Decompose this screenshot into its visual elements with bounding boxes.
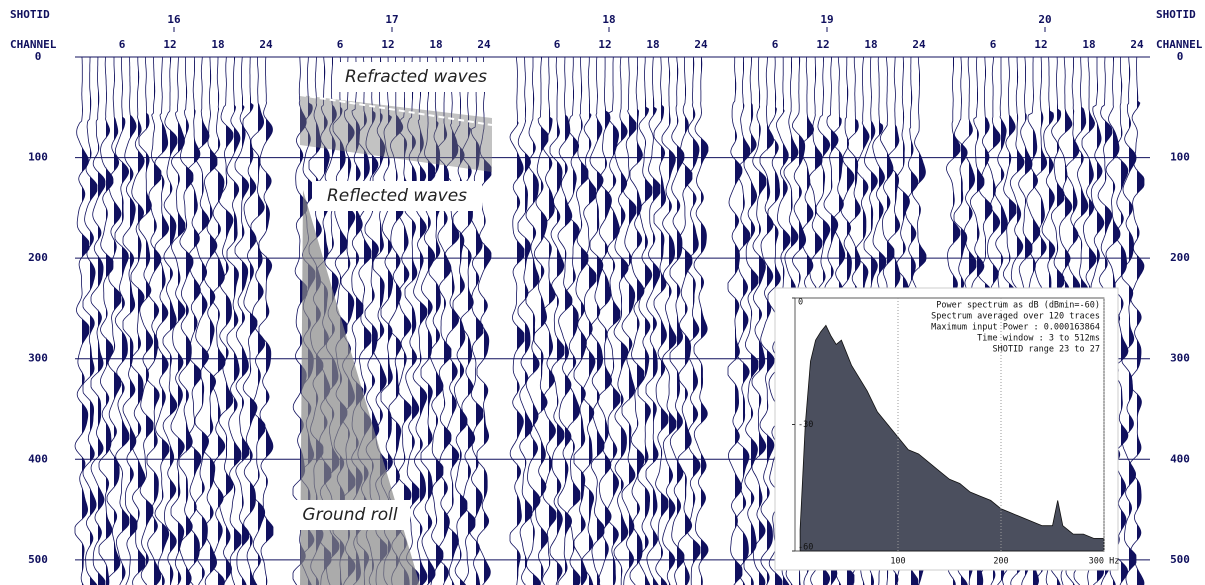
y-tick-label: 100	[1170, 151, 1190, 164]
x-tick-label: 300 Hz	[1089, 557, 1120, 567]
annotation: Refracted waves	[345, 67, 487, 87]
channel-label: 6	[119, 38, 126, 51]
shot-label: 18	[602, 13, 615, 26]
y-tick-label: 500	[28, 553, 48, 566]
y-tick-label: 200	[1170, 251, 1190, 264]
channel-label: 18	[1082, 38, 1095, 51]
channel-label: 24	[477, 38, 491, 51]
y-tick-label: 0	[35, 50, 42, 63]
channel-label: 18	[211, 38, 224, 51]
shot-label: 19	[820, 13, 833, 26]
y-tick-label: 200	[28, 251, 48, 264]
channel-label: 6	[990, 38, 997, 51]
y-tick-label: -30	[798, 420, 813, 430]
axis-title: CHANNEL	[10, 38, 57, 51]
channel-label: 12	[1034, 38, 1047, 51]
inset-note: Time window : 3 to 512ms	[977, 334, 1100, 344]
shot-label: 17	[385, 13, 398, 26]
y-tick-label: 0	[798, 298, 803, 308]
y-tick-label: 0	[1177, 50, 1184, 63]
channel-label: 24	[694, 38, 708, 51]
inset-note: SHOTID range 23 to 27	[993, 345, 1100, 355]
channel-label: 12	[381, 38, 394, 51]
y-tick-label: 100	[28, 151, 48, 164]
channel-label: 12	[163, 38, 176, 51]
y-tick-label: 300	[28, 352, 48, 365]
y-tick-label: 300	[1170, 352, 1190, 365]
axis-title: SHOTID	[1156, 8, 1196, 21]
channel-label: 24	[259, 38, 273, 51]
channel-label: 12	[816, 38, 829, 51]
shot-label: 20	[1038, 13, 1051, 26]
spectrum-inset: 100 200 300 Hz 0 -30 -60 Power spectrum as dB …	[775, 288, 1119, 570]
x-tick-label: 200	[993, 557, 1008, 567]
shot-label: 16	[167, 13, 181, 26]
channel-label: 18	[429, 38, 442, 51]
channel-label: 12	[598, 38, 611, 51]
channel-label: 18	[864, 38, 877, 51]
axis-title: SHOTID	[10, 8, 50, 21]
channel-label: 24	[1130, 38, 1144, 51]
x-tick-label: 100	[890, 557, 905, 567]
channel-label: 6	[554, 38, 561, 51]
y-tick-label: 400	[28, 452, 48, 465]
inset-note: Spectrum averaged over 120 traces	[931, 312, 1100, 322]
annotation: Reflected waves	[327, 186, 467, 206]
channel-label: 18	[646, 38, 659, 51]
y-tick-label: 500	[1170, 553, 1190, 566]
channel-label: 24	[912, 38, 926, 51]
inset-note: Maximum input Power : 0.000163864	[931, 323, 1100, 333]
seismic-page: Refracted waves Reflected waves Ground r…	[0, 0, 1205, 585]
y-tick-label: 400	[1170, 452, 1190, 465]
channel-label: 6	[772, 38, 779, 51]
inset-note: Power spectrum as dB (dBmin=-60)	[936, 301, 1100, 311]
annotation: Ground roll	[302, 505, 397, 525]
y-tick-label: -60	[798, 543, 813, 553]
channel-label: 6	[337, 38, 344, 51]
